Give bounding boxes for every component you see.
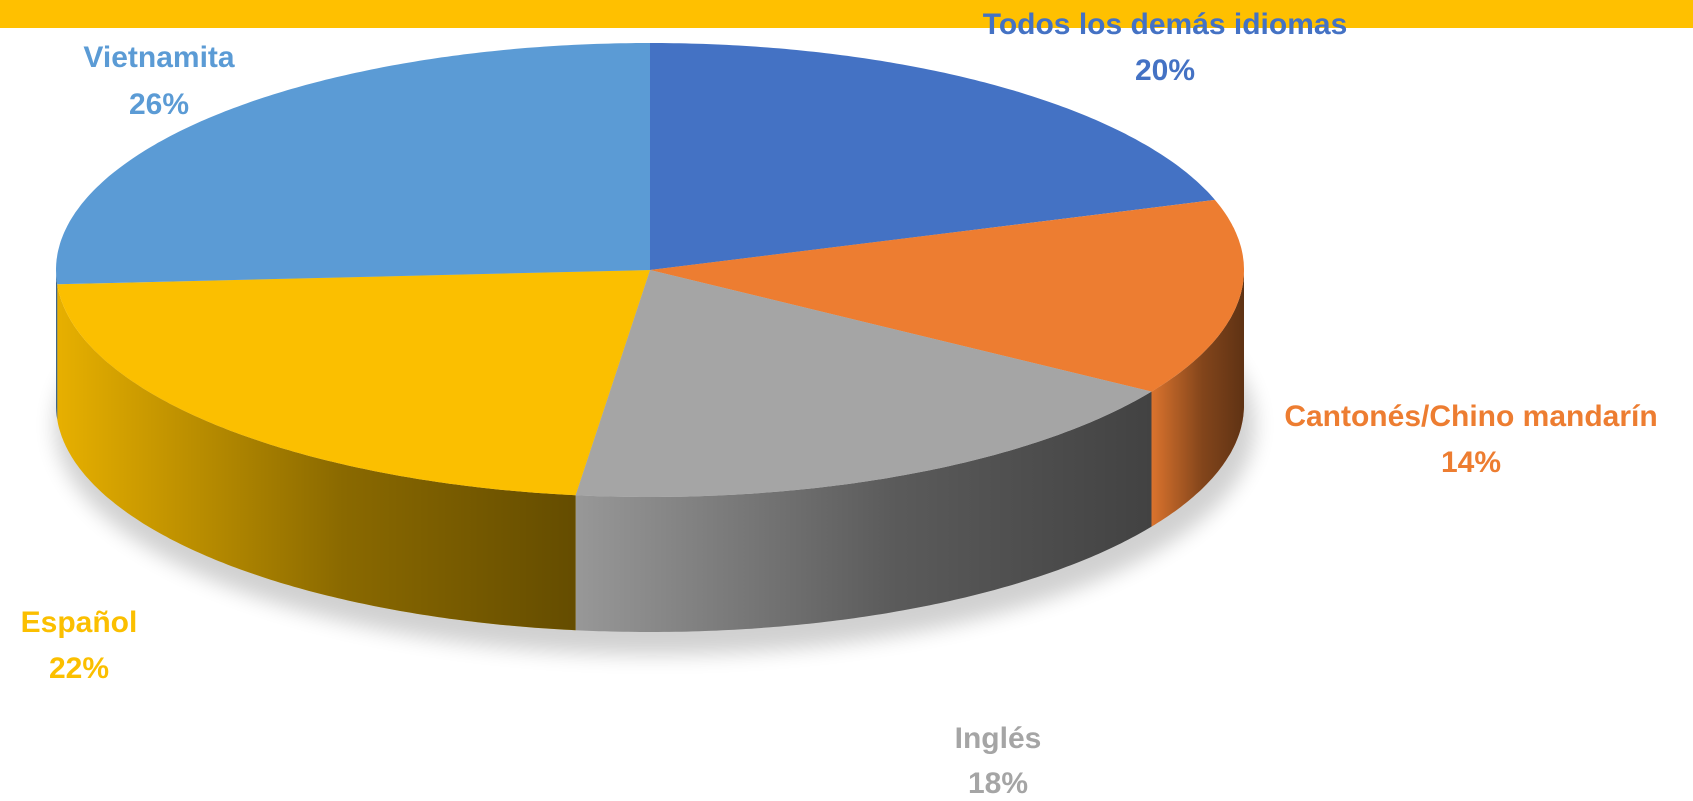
slice	[57, 270, 650, 496]
slice-category-label: Vietnamita	[83, 41, 234, 74]
slice-value-label: 18%	[968, 767, 1028, 800]
slice	[650, 43, 1215, 270]
slice	[575, 270, 1152, 497]
slice-side-shade	[575, 391, 1152, 632]
top-bar	[0, 0, 1693, 28]
slice-value-label: 26%	[129, 88, 189, 121]
slice-side-shade	[1151, 270, 1244, 527]
slice	[56, 43, 650, 285]
slice-category-label: Cantonés/Chino mandarín	[1284, 400, 1657, 433]
slice-category-label: Todos los demás idiomas	[983, 8, 1348, 41]
slice-category-label: Inglés	[955, 722, 1042, 755]
slice-value-label: 22%	[49, 652, 109, 685]
slice-category-label: Español	[21, 606, 138, 639]
slice-side-shade	[57, 284, 576, 631]
slice-side-shade	[56, 270, 58, 420]
slice	[650, 199, 1244, 392]
slice-value-label: 20%	[1135, 54, 1195, 87]
slice-value-label: 14%	[1441, 446, 1501, 479]
